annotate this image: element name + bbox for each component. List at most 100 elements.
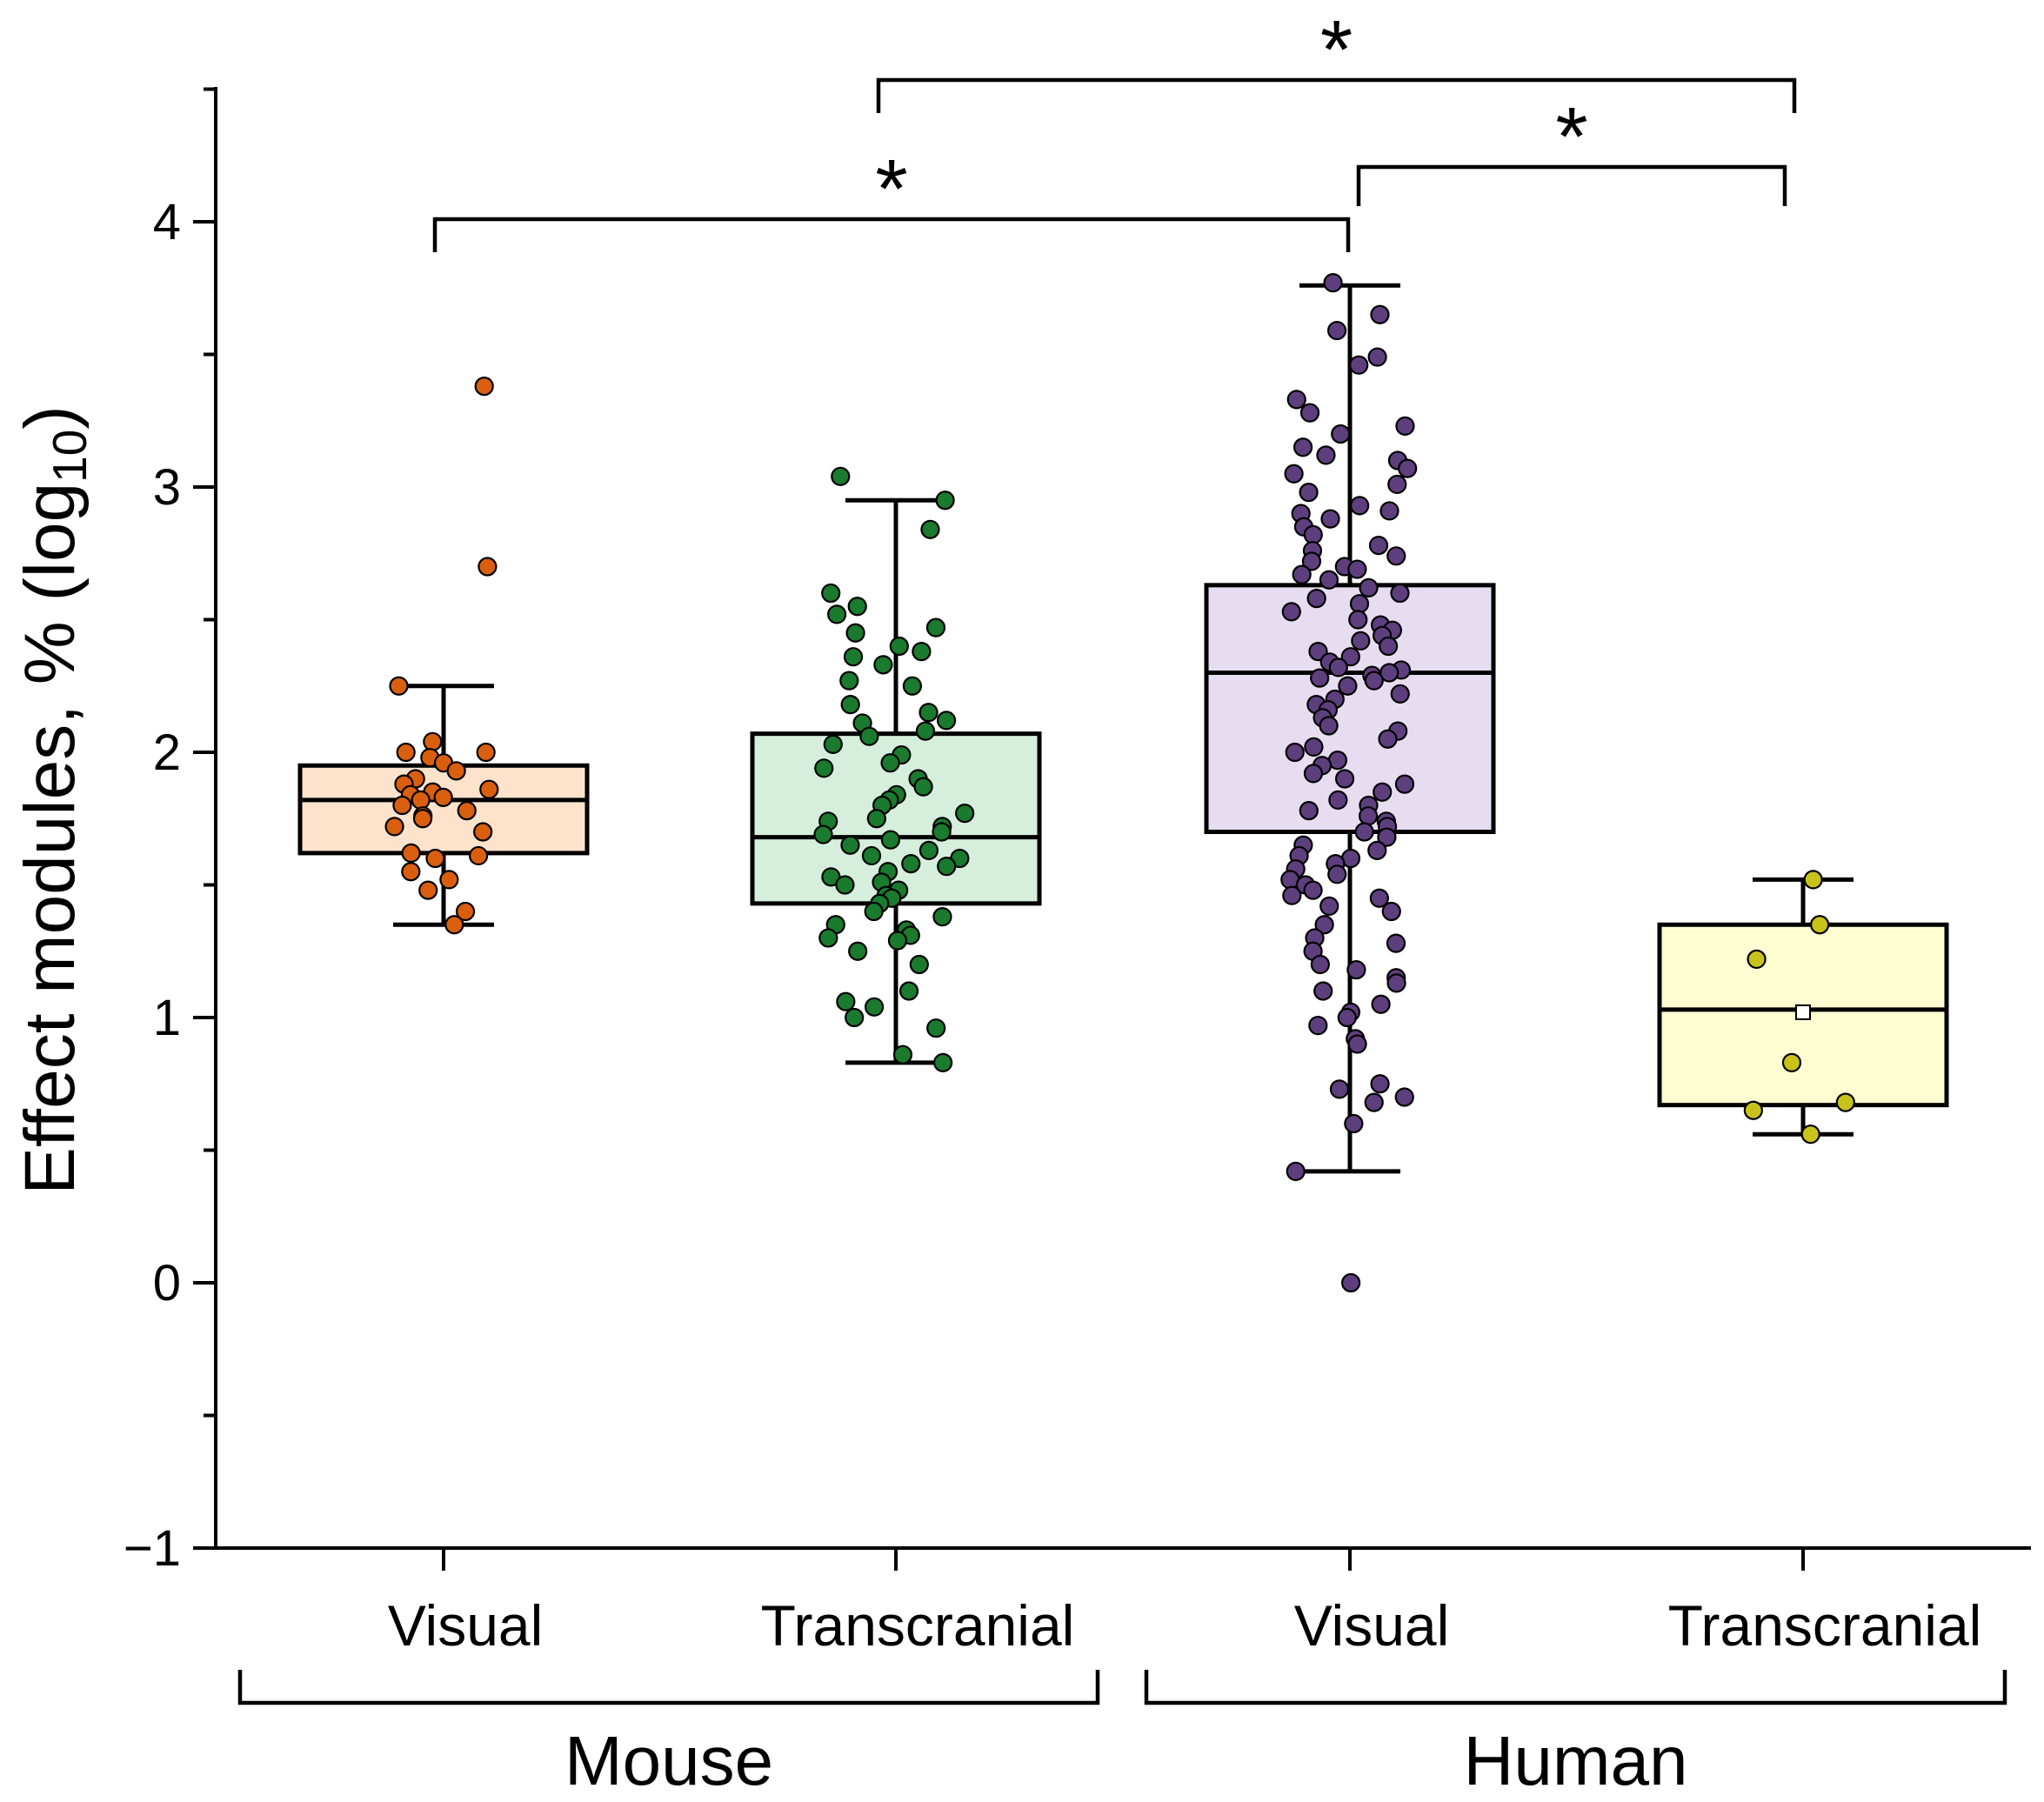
data-point	[1338, 676, 1358, 696]
data-point	[925, 617, 946, 637]
data-point	[861, 845, 882, 866]
data-point	[918, 840, 939, 860]
data-point	[845, 1007, 865, 1028]
data-point	[1281, 602, 1301, 622]
data-point	[839, 671, 859, 691]
data-point	[1292, 564, 1312, 584]
data-point	[1364, 671, 1384, 691]
data-point	[918, 703, 939, 723]
data-point	[1835, 1092, 1855, 1112]
data-point	[474, 377, 494, 397]
data-point	[1800, 1125, 1820, 1145]
data-point	[1328, 790, 1348, 811]
data-point	[1364, 1092, 1384, 1112]
data-point	[926, 1018, 946, 1038]
data-point	[1282, 885, 1302, 905]
data-point	[840, 694, 860, 715]
data-point	[1284, 464, 1304, 484]
data-point	[1394, 1087, 1414, 1107]
data-point	[915, 721, 936, 741]
data-point	[1349, 355, 1369, 375]
data-point	[1304, 737, 1324, 758]
data-point	[425, 848, 445, 869]
data-point	[818, 928, 838, 948]
data-point	[1328, 657, 1348, 677]
group-bracket: Mouse	[237, 1670, 1100, 1799]
data-point	[1359, 806, 1379, 826]
data-point	[1369, 888, 1389, 908]
data-point	[864, 901, 884, 922]
data-point	[1348, 610, 1368, 630]
mean-marker	[1795, 1004, 1811, 1020]
bracket-line	[876, 77, 1797, 113]
data-point	[1386, 973, 1406, 993]
data-point	[892, 1044, 913, 1065]
data-point	[887, 931, 908, 951]
data-point	[433, 787, 453, 807]
data-point	[912, 641, 932, 662]
group-label: Mouse	[564, 1722, 773, 1799]
data-point	[920, 519, 940, 539]
data-point	[1379, 501, 1399, 521]
data-point	[1340, 647, 1360, 667]
data-point	[1367, 347, 1387, 367]
data-point	[1390, 583, 1410, 604]
data-point	[873, 655, 893, 675]
data-points	[384, 273, 1855, 1293]
data-point	[1747, 949, 1767, 970]
data-point	[913, 777, 933, 797]
box-body	[297, 763, 590, 856]
data-point	[823, 734, 843, 754]
data-point	[1316, 445, 1336, 465]
data-point	[932, 822, 952, 842]
data-point	[1319, 716, 1339, 736]
data-point	[1781, 1052, 1802, 1072]
data-point	[827, 604, 847, 624]
data-point	[1327, 864, 1347, 884]
x-axis-labels: Visual Transcranial Visual Transcranial Mous…	[237, 1593, 2007, 1799]
y-axis-label-group: Effect modules, % (log10)	[10, 405, 97, 1194]
data-point	[1347, 559, 1367, 579]
data-point	[843, 647, 864, 667]
data-point	[933, 1052, 953, 1072]
data-point	[935, 491, 955, 511]
data-point	[1285, 742, 1305, 763]
data-point	[859, 726, 879, 746]
data-point	[1310, 668, 1330, 688]
data-point	[936, 711, 957, 731]
data-point	[1323, 273, 1343, 293]
data-point	[1308, 1016, 1328, 1036]
boxes	[297, 283, 1949, 1174]
data-point	[1810, 915, 1830, 935]
data-point	[1377, 827, 1397, 847]
data-point	[1341, 1272, 1361, 1293]
data-point	[866, 809, 886, 829]
data-point	[901, 853, 921, 874]
x-category-label: Visual	[1294, 1593, 1450, 1658]
data-point	[1344, 1113, 1364, 1134]
data-point	[845, 623, 865, 643]
data-point	[476, 742, 496, 763]
data-point	[1319, 896, 1339, 917]
data-point	[836, 991, 856, 1011]
data-point	[1359, 577, 1379, 598]
data-point	[864, 997, 885, 1017]
data-point	[457, 800, 477, 821]
data-point	[1299, 800, 1319, 821]
y-axis-label: Effect modules, % (log10)	[10, 405, 97, 1194]
data-point	[847, 597, 867, 617]
data-point	[1354, 822, 1374, 842]
data-point	[479, 779, 499, 799]
y-axis-label-subscript: 10	[43, 430, 97, 483]
data-point	[411, 790, 431, 811]
data-point	[473, 822, 493, 842]
data-point	[1293, 437, 1313, 457]
data-point	[1350, 496, 1370, 516]
data-point	[937, 857, 957, 877]
data-point	[835, 875, 855, 895]
data-point	[1373, 782, 1393, 802]
data-point	[1367, 840, 1387, 860]
data-point	[401, 862, 421, 882]
y-tick-label: 1	[153, 990, 181, 1046]
